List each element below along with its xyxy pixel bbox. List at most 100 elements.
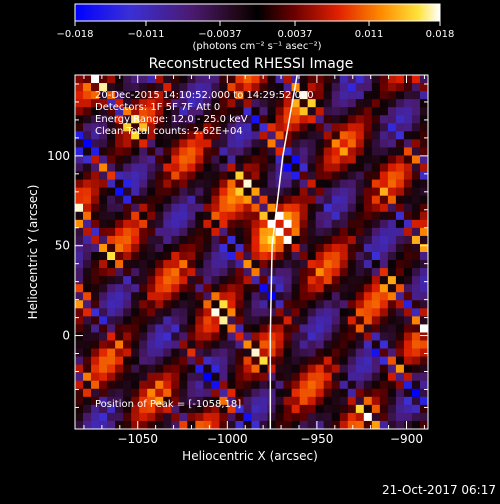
heatmap-cell	[235, 123, 244, 132]
heatmap-cell	[243, 243, 252, 253]
heatmap-cell	[323, 83, 333, 92]
heatmap-cell	[219, 123, 228, 132]
heatmap-cell	[411, 99, 421, 108]
heatmap-cell	[347, 348, 357, 357]
heatmap-cell	[347, 211, 357, 221]
heatmap-cell	[259, 348, 268, 357]
heatmap-cell	[275, 107, 284, 116]
heatmap-cell	[395, 123, 405, 132]
heatmap-cell	[291, 356, 300, 365]
heatmap-cell	[179, 171, 188, 180]
heatmap-cell	[315, 396, 324, 406]
heatmap-cell	[299, 99, 308, 108]
heatmap-cell	[131, 388, 140, 398]
heatmap-cell	[115, 227, 124, 237]
heatmap-cell	[323, 268, 333, 277]
heatmap-cell	[99, 131, 108, 140]
heatmap-cell	[299, 227, 308, 237]
heatmap-cell	[107, 276, 116, 285]
heatmap-cell	[123, 332, 132, 341]
heatmap-cell	[115, 219, 124, 229]
heatmap-cell	[419, 115, 428, 124]
heatmap-cell	[291, 292, 300, 301]
heatmap-cell	[195, 75, 204, 84]
heatmap-cell	[243, 235, 252, 245]
heatmap-cell	[123, 364, 132, 373]
heatmap-cell	[371, 211, 381, 221]
heatmap-cell	[363, 300, 373, 309]
heatmap-cell	[179, 83, 188, 92]
heatmap-cell	[403, 348, 413, 357]
heatmap-cell	[203, 260, 212, 269]
heatmap-cell	[107, 219, 116, 229]
heatmap-cell	[155, 332, 164, 341]
heatmap-cell	[179, 324, 188, 333]
heatmap-cell	[123, 284, 132, 293]
heatmap-cell	[123, 348, 132, 357]
heatmap-cell	[403, 147, 413, 156]
heatmap-cell	[307, 155, 316, 164]
heatmap-cell	[331, 356, 341, 365]
heatmap-cell	[123, 147, 132, 156]
heatmap-cell	[251, 83, 260, 92]
heatmap-cell	[403, 163, 413, 172]
heatmap-cell	[379, 83, 389, 92]
heatmap-cell	[155, 276, 164, 285]
heatmap-cell	[387, 131, 397, 140]
heatmap-cell	[291, 252, 300, 261]
heatmap-cell	[155, 179, 164, 188]
heatmap-cell	[299, 260, 308, 269]
heatmap-cell	[235, 300, 244, 309]
heatmap-cell	[115, 332, 124, 341]
heatmap-cell	[259, 203, 268, 213]
heatmap-cell	[347, 276, 357, 285]
annotation-line: Clean Total counts: 2.62E+04	[95, 126, 243, 137]
heatmap-cell	[283, 195, 292, 205]
heatmap-cell	[355, 115, 365, 124]
heatmap-cell	[235, 203, 244, 213]
heatmap-cell	[403, 252, 413, 261]
heatmap-cell	[83, 147, 92, 156]
heatmap-cell	[211, 243, 220, 253]
heatmap-cell	[403, 107, 413, 116]
heatmap-cell	[99, 404, 108, 414]
heatmap-cell	[187, 308, 196, 317]
heatmap-cell	[195, 243, 204, 253]
heatmap-cell	[395, 364, 405, 373]
heatmap-cell	[411, 123, 421, 132]
heatmap-cell	[107, 412, 116, 422]
heatmap-cell	[419, 179, 428, 188]
heatmap-cell	[371, 91, 381, 100]
heatmap-cell	[339, 123, 349, 132]
heatmap-cell	[99, 195, 108, 205]
heatmap-cell	[219, 75, 228, 84]
heatmap-cell	[131, 235, 140, 245]
heatmap-cell	[147, 91, 156, 100]
heatmap-cell	[147, 219, 156, 229]
heatmap-cell	[251, 203, 260, 213]
heatmap-cell	[251, 404, 260, 414]
heatmap-cell	[147, 300, 156, 309]
heatmap-cell	[171, 420, 180, 429]
heatmap-cell	[203, 340, 212, 349]
heatmap-cell	[107, 155, 116, 164]
heatmap-cell	[219, 211, 228, 221]
heatmap-cell	[299, 195, 308, 205]
heatmap-cell	[163, 187, 172, 196]
heatmap-cell	[411, 308, 421, 317]
heatmap-cell	[123, 219, 132, 229]
heatmap-cell	[75, 332, 84, 341]
heatmap-cell	[235, 75, 244, 84]
heatmap-cell	[315, 404, 324, 414]
heatmap-cell	[307, 187, 316, 196]
heatmap-cell	[243, 324, 252, 333]
heatmap-cell	[171, 107, 180, 116]
heatmap-cell	[419, 348, 428, 357]
heatmap-cell	[275, 83, 284, 92]
heatmap-cell	[211, 147, 220, 156]
heatmap-cell	[283, 308, 292, 317]
heatmap-cell	[299, 91, 308, 100]
heatmap-cell	[379, 252, 389, 261]
heatmap-cell	[227, 107, 236, 116]
heatmap-cell	[251, 147, 260, 156]
